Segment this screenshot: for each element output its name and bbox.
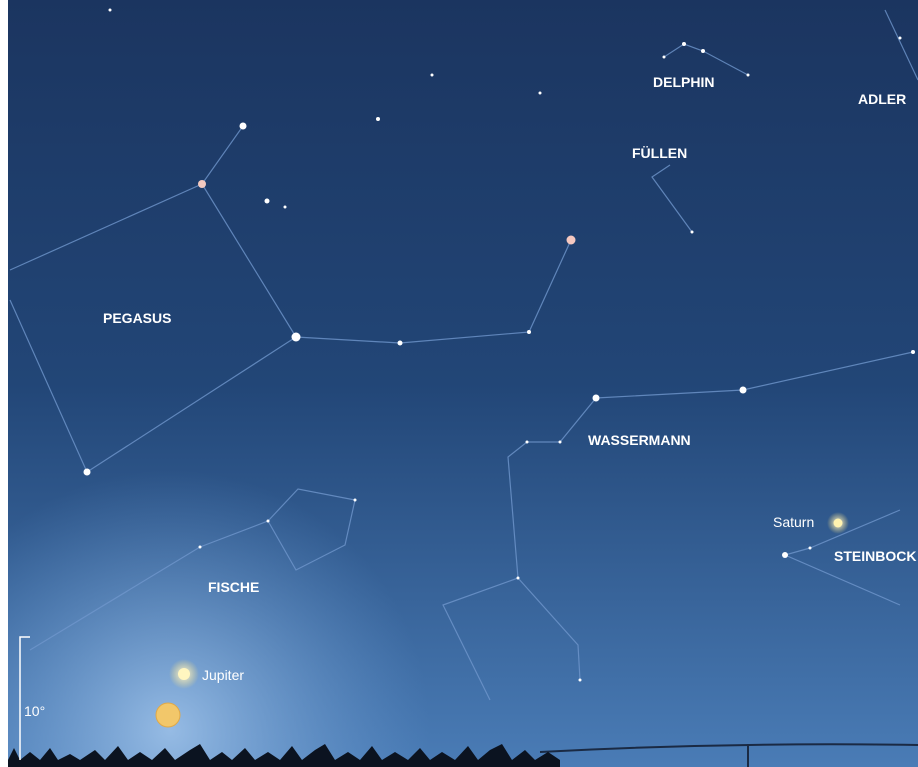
horizon-glow (8, 450, 918, 767)
saturn (827, 512, 849, 534)
planet-label: Jupiter (202, 667, 244, 683)
planet-label: Saturn (773, 514, 814, 530)
page: 10° DELPHIN ADLER FÜLLEN PEGASUS WASSERM… (0, 0, 918, 767)
sky-map: 10° DELPHIN ADLER FÜLLEN PEGASUS WASSERM… (0, 0, 918, 767)
scale-label: 10° (24, 703, 45, 719)
constellation-label: WASSERMANN (588, 432, 691, 448)
constellation-label: DELPHIN (653, 74, 714, 90)
constellation-label: FÜLLEN (632, 145, 687, 161)
constellation-label: STEINBOCK (834, 548, 916, 564)
moon (156, 703, 180, 727)
constellation-label: FISCHE (208, 579, 259, 595)
constellation-label: ADLER (858, 91, 906, 107)
constellation-label: PEGASUS (103, 310, 171, 326)
jupiter (169, 659, 199, 689)
